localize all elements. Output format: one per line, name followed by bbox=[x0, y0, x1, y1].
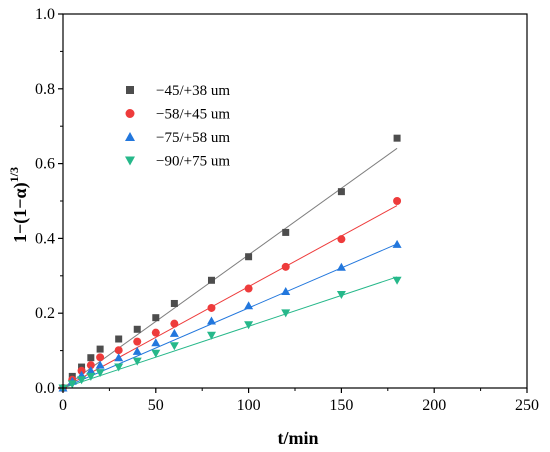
axes: 0 50 100 150 200 250 0.0 0.2 0.4 0.6 0.8 1.0 bbox=[35, 6, 539, 414]
data-point-series-1 bbox=[115, 335, 123, 343]
data-point-series-2 bbox=[151, 328, 160, 337]
y-tick-label: 0.6 bbox=[35, 156, 55, 173]
y-axis-title-main: 1−(1−α) bbox=[10, 182, 31, 243]
data-point-series-4 bbox=[67, 380, 77, 389]
data-point-series-3 bbox=[336, 262, 346, 271]
data-point-series-3 bbox=[86, 366, 96, 375]
data-point-series-3 bbox=[244, 301, 254, 310]
fit-line-series-2 bbox=[62, 205, 398, 389]
data-point-series-1 bbox=[152, 314, 160, 322]
data-point-series-3 bbox=[114, 353, 124, 362]
y-tick-label: 0.2 bbox=[35, 305, 55, 322]
data-point-series-4 bbox=[169, 342, 179, 351]
data-point-series-1 bbox=[282, 228, 290, 236]
legend-marker-1 bbox=[126, 86, 134, 94]
legend-marker-2 bbox=[125, 109, 135, 118]
data-point-series-4 bbox=[151, 349, 161, 358]
data-point-series-2 bbox=[207, 303, 216, 312]
data-point-series-2 bbox=[281, 262, 290, 271]
data-point-series-4 bbox=[281, 309, 291, 318]
data-point-series-4 bbox=[77, 376, 87, 385]
x-tick-label: 0 bbox=[59, 397, 67, 414]
data-point-series-4 bbox=[206, 331, 216, 340]
data-point-series-2 bbox=[86, 361, 95, 370]
x-tick-label: 200 bbox=[422, 397, 446, 414]
x-axis-title: t/min bbox=[277, 428, 318, 448]
data-point-series-2 bbox=[337, 235, 346, 244]
data-point-series-1 bbox=[133, 325, 141, 333]
data-point-series-2 bbox=[133, 337, 142, 346]
x-tick-label: 50 bbox=[148, 397, 164, 414]
data-point-series-2 bbox=[393, 197, 402, 205]
data-point-series-3 bbox=[392, 239, 402, 248]
legend-label-4: −90/+75 um bbox=[156, 154, 230, 170]
y-axis-title: 1−(1−α)1/3 bbox=[7, 167, 31, 243]
data-point-series-4 bbox=[336, 291, 346, 299]
x-tick-label: 100 bbox=[237, 397, 261, 414]
data-point-series-3 bbox=[281, 287, 291, 296]
data-point-series-3 bbox=[132, 346, 142, 355]
legend-marker-3 bbox=[125, 132, 135, 141]
fit-line-series-1 bbox=[62, 147, 398, 389]
fit-lines bbox=[62, 147, 398, 389]
data-point-series-1 bbox=[337, 188, 345, 196]
data-point-series-4 bbox=[95, 369, 105, 378]
data-point-series-4 bbox=[132, 357, 142, 366]
data-point-series-4 bbox=[392, 276, 402, 285]
fit-line-series-3 bbox=[62, 243, 398, 389]
data-point-series-3 bbox=[95, 360, 105, 369]
plot-frame bbox=[62, 13, 528, 389]
x-tick-label: 250 bbox=[515, 397, 539, 414]
y-tick-label: 0.4 bbox=[35, 230, 55, 247]
data-markers bbox=[58, 134, 402, 393]
legend-marker-4 bbox=[125, 156, 135, 166]
data-point-series-1 bbox=[170, 299, 178, 307]
data-point-series-3 bbox=[206, 316, 216, 325]
data-point-series-1 bbox=[87, 354, 95, 362]
legend: −45/+38 um −58/+45 um −75/+58 um −90/+75 um bbox=[125, 83, 230, 170]
data-point-series-1 bbox=[96, 345, 104, 353]
data-point-series-4 bbox=[86, 372, 96, 381]
legend-label-2: −58/+45 um bbox=[156, 107, 230, 123]
y-tick-label: 0.8 bbox=[35, 81, 55, 98]
data-point-series-4 bbox=[114, 363, 124, 372]
legend-label-3: −75/+58 um bbox=[156, 130, 230, 146]
legend-label-1: −45/+38 um bbox=[156, 83, 230, 99]
data-point-series-1 bbox=[207, 276, 215, 284]
y-tick-label: 0.0 bbox=[35, 380, 55, 397]
data-point-series-1 bbox=[245, 253, 253, 261]
fit-line-series-4 bbox=[62, 276, 398, 389]
data-point-series-2 bbox=[96, 353, 105, 362]
data-point-series-2 bbox=[244, 284, 253, 293]
data-point-series-2 bbox=[170, 319, 179, 328]
data-point-series-4 bbox=[244, 321, 254, 330]
data-point-series-3 bbox=[169, 328, 179, 337]
data-point-series-1 bbox=[393, 134, 401, 142]
y-tick-label: 1.0 bbox=[35, 6, 55, 23]
x-tick-label: 150 bbox=[329, 397, 353, 414]
y-axis-title-superscript: 1/3 bbox=[7, 167, 21, 182]
data-point-series-2 bbox=[114, 346, 123, 355]
data-point-series-3 bbox=[151, 338, 161, 347]
